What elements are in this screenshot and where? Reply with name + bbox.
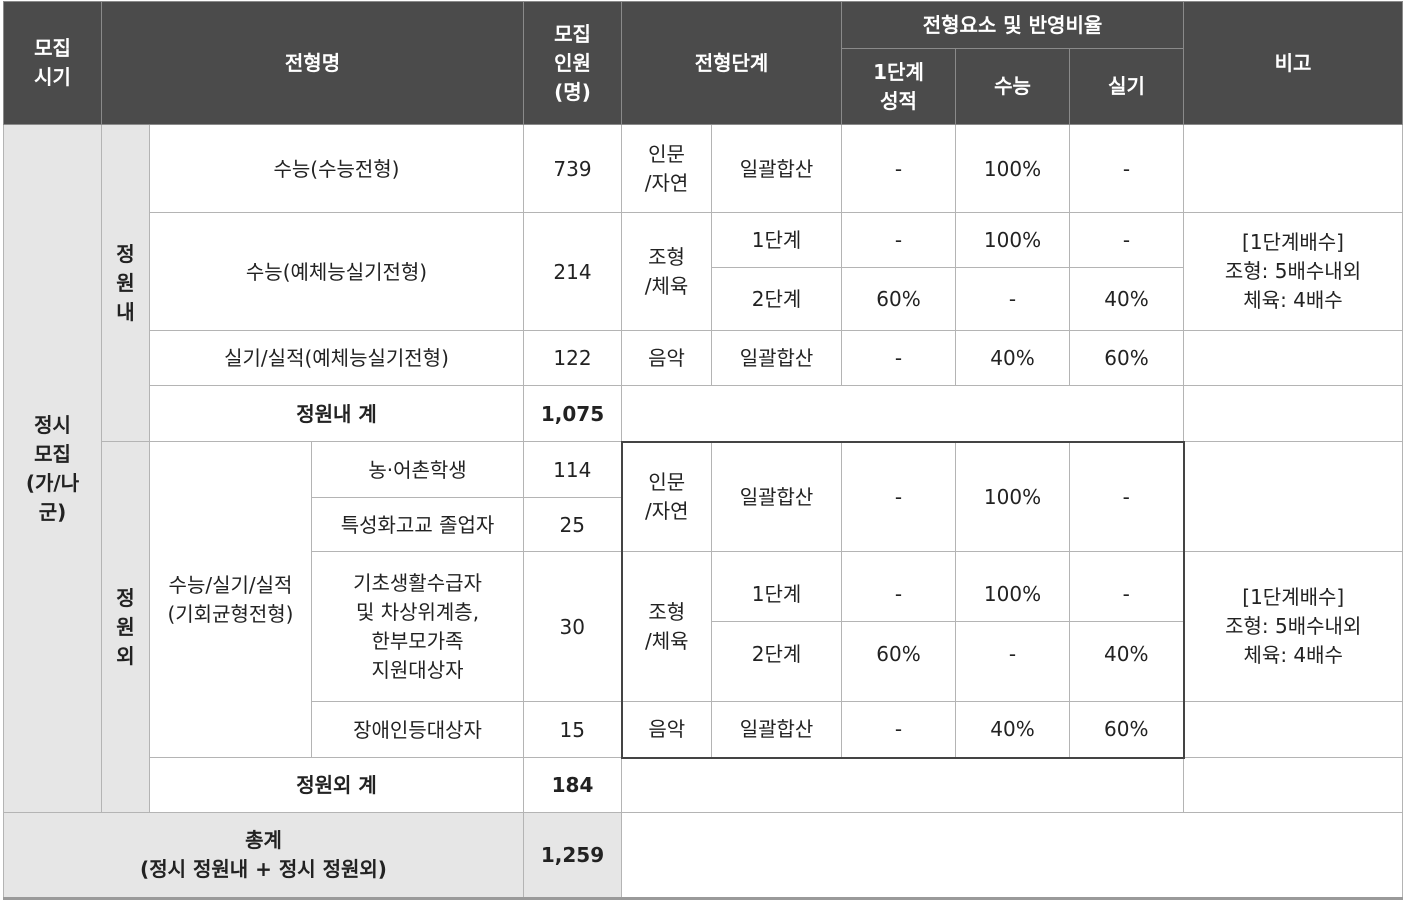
ratio-practical: 40%	[1069, 267, 1184, 331]
remarks-cell	[1183, 330, 1403, 386]
ratio-practical: -	[1069, 212, 1184, 268]
field-cell: 음악	[620, 701, 712, 759]
stage-cell: 일괄합산	[711, 124, 842, 213]
quota-count: 30	[523, 551, 622, 702]
quota-count: 25	[523, 497, 622, 552]
ratio-practical: 60%	[1069, 701, 1185, 759]
header-stage: 전형단계	[621, 1, 842, 125]
remarks-cell: [1단계배수] 조형: 5배수내외 체육: 4배수	[1183, 212, 1403, 331]
header-ratio-csat: 수능	[955, 48, 1070, 125]
ratio-csat: 100%	[955, 124, 1070, 213]
ratio-stage1: -	[841, 124, 956, 213]
header-ratio-practical: 실기	[1069, 48, 1184, 125]
sub-admission-name: 특성화고교 졸업자	[311, 497, 524, 552]
remarks-cell: [1단계배수] 조형: 5배수내외 체육: 4배수	[1183, 551, 1403, 702]
empty-cell	[621, 812, 1403, 900]
stage-cell: 일괄합산	[711, 330, 842, 386]
quota-count: 214	[523, 212, 622, 331]
ratio-stage1: -	[841, 701, 956, 759]
sub-admission-name: 장애인등대상자	[311, 701, 524, 758]
empty-cell	[621, 385, 1184, 442]
ratio-practical: -	[1069, 440, 1185, 552]
ratio-csat: 40%	[955, 330, 1070, 386]
admission-quota-table: 모집 시기 전형명 모집 인원 (명) 전형단계 전형요소 및 반영비율 비고 1단계…	[3, 1, 1403, 900]
ratio-stage1: -	[841, 440, 956, 552]
table-row: 2단계 60% - 40%	[4, 267, 1403, 331]
table-row: 장애인등대상자 15 음악 일괄합산 - 40% 60%	[4, 701, 1403, 759]
header-admission-name: 전형명	[101, 1, 524, 125]
table-row: 기초생활수급자 및 차상위계층, 한부모가족 지원대상자 30 조형/체육 1단계 2…	[4, 551, 1403, 702]
remarks-cell	[1183, 385, 1403, 442]
ratio-practical: - 40%	[1069, 551, 1185, 702]
stage-cell: 일괄합산	[711, 440, 842, 552]
sub-admission-name: 농·어촌학생	[311, 441, 524, 498]
header-subrow: 1단계 성적 수능 실기	[4, 48, 1403, 125]
subtotal-label: 정원내 계	[149, 385, 524, 442]
total-value: 1,259	[523, 812, 622, 900]
header-remarks: 비고	[1183, 1, 1403, 125]
stage-cell: 1단계 2단계	[711, 551, 842, 702]
quota-count: 15	[523, 701, 622, 758]
admission-name: 수능(예체능실기전형)	[149, 212, 524, 331]
ratio-csat: -	[955, 267, 1070, 331]
ratio-stage1: - 60%	[841, 551, 956, 702]
ratio-csat: 100% -	[955, 551, 1070, 702]
remarks-cell	[1183, 441, 1403, 552]
field-cell: 조형/체육	[621, 212, 712, 331]
ratio-csat: 40%	[955, 701, 1070, 759]
stage-cell: 1단계	[711, 212, 842, 268]
subtotal-value: 184	[523, 757, 622, 813]
quota-count: 739	[523, 124, 622, 213]
ratio-stage1: 60%	[841, 267, 956, 331]
table-row: 실기/실적(예체능실기전형) 122 음악 일괄합산 - 40% 60%	[4, 330, 1403, 386]
header-period: 모집 시기	[3, 1, 102, 125]
header-quota: 모집 인원 (명)	[523, 1, 622, 125]
table-row: 수능(예체능실기전형) 214 조형/체육 1단계 - 100% - [1단계배…	[4, 212, 1403, 331]
sub-admission-name: 기초생활수급자 및 차상위계층, 한부모가족 지원대상자	[311, 551, 524, 702]
header-row: 모집 시기 전형명 모집 인원 (명) 전형단계 전형요소 및 반영비율 비고	[3, 1, 1403, 125]
admission-name: 실기/실적(예체능실기전형)	[149, 330, 524, 386]
ratio-practical: -	[1069, 124, 1184, 213]
field-cell: 인문/자연	[620, 440, 712, 552]
table-row: 특성화고교 졸업자 25	[4, 497, 1403, 552]
ratio-stage1: -	[841, 212, 956, 268]
ratio-csat: 100%	[955, 212, 1070, 268]
subtotal-value: 1,075	[523, 385, 622, 442]
subtotal-row: 정원외 계 184	[4, 757, 1403, 813]
total-row: 총계 (정시 정원내 + 정시 정원외) 1,259	[3, 812, 1403, 900]
admission-name: 수능(수능전형)	[149, 124, 524, 213]
field-cell: 조형/체육	[620, 551, 712, 702]
period-cell: 정시 모집 (가/나 군)	[3, 124, 102, 813]
ratio-practical: 60%	[1069, 330, 1184, 386]
ratio-stage1: -	[841, 330, 956, 386]
remarks-cell	[1183, 757, 1403, 813]
quota-count: 114	[523, 441, 622, 498]
admission-group-name: 수능/실기/실적 (기회균형전형)	[149, 441, 312, 758]
total-label: 총계 (정시 정원내 + 정시 정원외)	[3, 812, 524, 900]
header-ratio-stage1: 1단계 성적	[841, 48, 956, 125]
ratio-csat: 100%	[955, 440, 1070, 552]
subtotal-row: 정원내 계 1,075	[4, 385, 1403, 442]
field-cell: 음악	[621, 330, 712, 386]
quota-count: 122	[523, 330, 622, 386]
empty-cell	[621, 757, 1184, 813]
remarks-cell	[1183, 124, 1403, 213]
remarks-cell	[1183, 701, 1403, 758]
subtotal-label: 정원외 계	[149, 757, 524, 813]
stage-cell: 2단계	[711, 267, 842, 331]
header-ratio-group: 전형요소 및 반영비율	[841, 1, 1184, 49]
field-cell: 인문/자연	[621, 124, 712, 213]
stage-cell: 일괄합산	[711, 701, 842, 759]
